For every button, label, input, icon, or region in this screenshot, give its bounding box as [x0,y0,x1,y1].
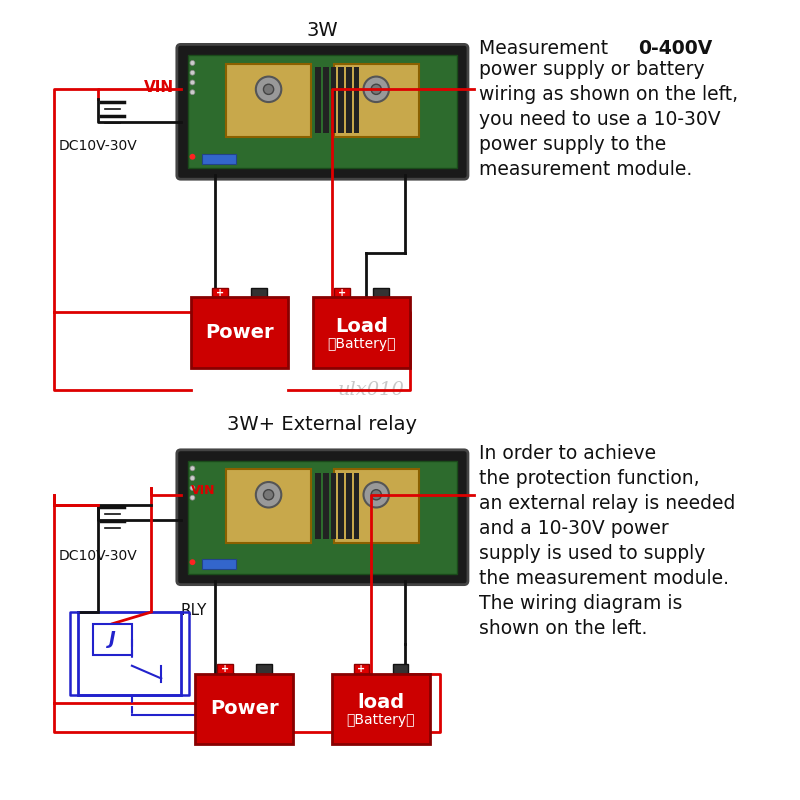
Text: Power: Power [210,699,278,718]
Bar [330,473,336,538]
Bar [202,154,237,163]
Circle shape [263,490,274,500]
Text: +: + [358,664,366,674]
Bar [195,674,293,744]
Text: Measurement: Measurement [478,38,620,58]
Text: DC10V-30V: DC10V-30V [58,550,138,563]
Bar [93,624,132,655]
Bar [354,473,359,538]
Text: DC10V-30V: DC10V-30V [58,139,138,153]
Circle shape [256,77,282,102]
Circle shape [363,77,389,102]
Bar [393,664,408,674]
Text: 3W: 3W [306,22,338,40]
Circle shape [190,80,195,85]
Circle shape [371,84,382,94]
Bar [217,664,233,674]
Text: load: load [358,694,405,712]
Bar [334,63,418,137]
Bar [315,67,321,134]
Text: Load: Load [335,318,388,336]
Circle shape [190,154,195,160]
Bar [78,612,181,695]
Circle shape [190,70,195,75]
Circle shape [190,90,195,94]
Text: J: J [109,630,116,648]
Bar [202,559,237,569]
Bar [190,298,288,368]
Bar [346,67,352,134]
Circle shape [371,490,382,500]
Bar [251,288,266,298]
Circle shape [190,61,195,66]
Bar [354,664,370,674]
Bar [354,67,359,134]
Bar [226,469,311,542]
Text: +: + [216,287,224,298]
Text: VIN: VIN [190,484,215,498]
Bar [374,288,389,298]
Circle shape [256,482,282,507]
Text: power supply or battery
wiring as shown on the left,
you need to use a 10-30V
po: power supply or battery wiring as shown … [478,60,738,179]
FancyBboxPatch shape [177,44,468,179]
Bar [330,67,336,134]
Circle shape [190,476,195,481]
Bar [313,298,410,368]
Bar [334,288,350,298]
Circle shape [363,482,389,507]
Text: RLY: RLY [181,602,207,618]
Text: 0-400V: 0-400V [638,38,712,58]
Bar [338,473,344,538]
Text: VIN: VIN [144,80,174,95]
Text: （Battery）: （Battery） [327,338,396,351]
Bar [212,288,228,298]
Text: Power: Power [205,323,274,342]
FancyBboxPatch shape [177,450,468,585]
Text: +: + [338,287,346,298]
Bar [187,55,458,169]
Text: In order to achieve
the protection function,
an external relay is needed
and a 1: In order to achieve the protection funct… [478,444,735,638]
Bar [346,473,352,538]
Bar [334,469,418,542]
Bar [332,674,430,744]
Circle shape [190,486,195,490]
Bar [315,473,321,538]
Bar [338,67,344,134]
Circle shape [263,84,274,94]
Bar [323,473,329,538]
Circle shape [190,466,195,471]
Bar [187,461,458,574]
Bar [323,67,329,134]
Circle shape [190,495,195,500]
Text: 3W+ External relay: 3W+ External relay [227,415,418,434]
Text: （Battery）: （Battery） [346,714,415,727]
Bar [226,63,311,137]
Text: ulx010: ulx010 [338,382,405,399]
Text: +: + [221,664,229,674]
Circle shape [190,559,195,565]
Bar [256,664,271,674]
